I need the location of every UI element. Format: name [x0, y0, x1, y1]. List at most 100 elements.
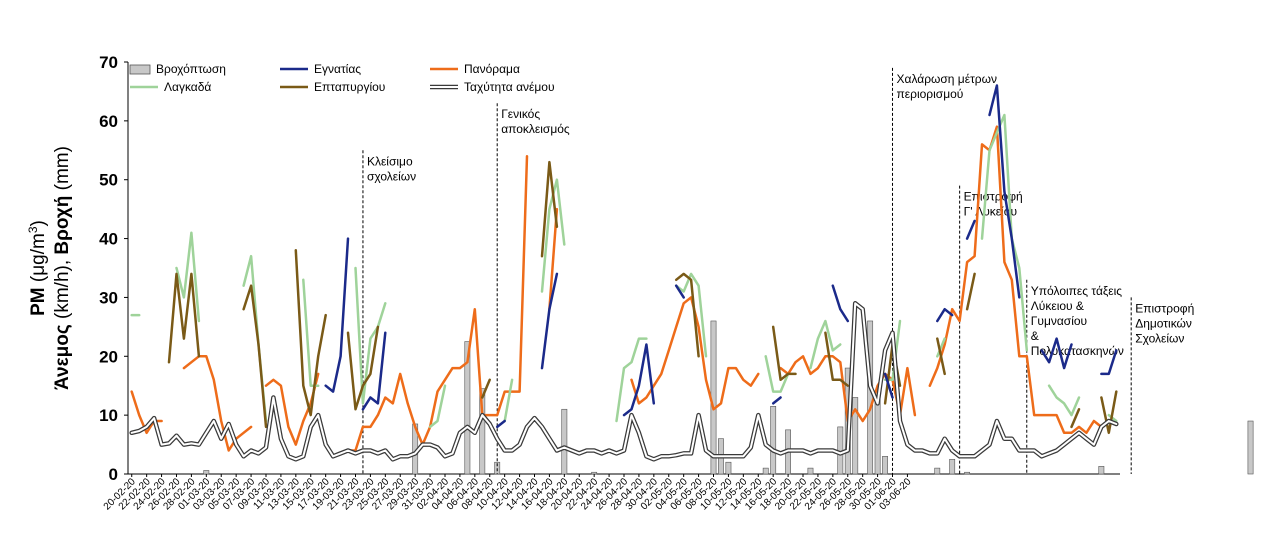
- series-lagkada: [130, 113, 1118, 429]
- legend: Βροχόπτωση Εγνατίας Πανόραμα Λαγκαδά Επταπυρ…: [129, 62, 555, 94]
- annotation-text: Δημοτικών: [1135, 316, 1192, 330]
- annotation-text: Επιστροφή: [1135, 301, 1194, 315]
- series-line-panorama: [182, 355, 253, 452]
- y-label-rain-unit: (mm): [52, 146, 73, 196]
- series-line-lagkada: [428, 384, 447, 429]
- series-line-lagkada: [809, 319, 842, 370]
- series-line-eptapyrgiou: [674, 272, 700, 358]
- series-line-egnatias: [883, 372, 894, 399]
- legend-item: Λαγκαδά: [130, 80, 211, 94]
- series-wind: [129, 301, 1119, 462]
- y-tick-label: 50: [99, 171, 118, 190]
- rain-bar: [762, 467, 769, 475]
- annotation-text: περιορισμού: [897, 87, 964, 101]
- legend-item: Πανόραμα: [430, 62, 520, 76]
- series-line-lagkada: [503, 378, 514, 423]
- rain-bar: [203, 470, 210, 475]
- series-egnatias: [324, 84, 1118, 429]
- legend-swatch-rain: [129, 64, 151, 75]
- y-label-sup: 3: [26, 226, 40, 233]
- series-panorama: [130, 125, 1103, 452]
- annotation-text: Επιστροφή: [964, 190, 1023, 204]
- series-line-egnatias: [540, 272, 559, 370]
- series-line-lagkada: [764, 355, 790, 393]
- rain-bar: [591, 471, 598, 475]
- series-line-egnatias: [495, 419, 506, 429]
- annotation-text: Σχολείων: [1135, 331, 1184, 345]
- legend-item: Επταπυργίου: [280, 80, 385, 94]
- series-line-eptapyrgiou: [1070, 408, 1081, 429]
- series-line-egnatias: [622, 343, 656, 417]
- y-label-line-1: PM (μg/m3): [26, 220, 49, 316]
- series-line-eptapyrgiou: [481, 378, 491, 399]
- legend-label: Ταχύτητα ανέμου: [464, 80, 555, 94]
- legend-label: Λαγκαδά: [164, 80, 211, 94]
- series-line-lagkada: [175, 231, 201, 323]
- y-tick-label: 70: [99, 53, 118, 72]
- series-line-egnatias: [831, 284, 850, 323]
- series-line-lagkada: [980, 113, 1029, 352]
- series-line-lagkada: [936, 337, 946, 358]
- series-line-eptapyrgiou: [242, 284, 268, 429]
- legend-item: Εγνατίας: [280, 62, 361, 76]
- rain-bar: [561, 408, 568, 475]
- legend-label: Πανόραμα: [464, 62, 520, 76]
- series-line-eptapyrgiou: [540, 160, 559, 258]
- rain-bar: [807, 467, 814, 475]
- series-lines: [129, 84, 1119, 462]
- annotation-text: Χαλάρωση μέτρων: [897, 72, 998, 86]
- series-line-eptapyrgiou: [294, 249, 327, 417]
- series-line-egnatias: [965, 219, 976, 240]
- rain-bar: [770, 406, 777, 475]
- series-line-eptapyrgiou: [936, 337, 946, 376]
- annotation-text: &: [1031, 329, 1039, 343]
- rain-bar: [874, 397, 881, 475]
- legend-item: Βροχόπτωση: [129, 62, 226, 76]
- series-line-lagkada: [674, 272, 708, 358]
- y-tick-label: 10: [99, 406, 118, 425]
- rain-bar: [934, 467, 941, 475]
- series-line-lagkada: [1047, 384, 1081, 417]
- y-tick-label: 30: [99, 288, 118, 307]
- series-line-panorama: [346, 154, 529, 452]
- y-tick-labels: 0 10 20 30 40 50 60 70: [99, 53, 128, 484]
- y-label-wind: Άνεμος: [52, 324, 73, 390]
- series-line-eptapyrgiou: [346, 325, 380, 411]
- series-line-egnatias: [988, 84, 1021, 299]
- series-line-eptapyrgiou: [167, 272, 201, 364]
- rain-bar: [852, 397, 859, 475]
- annotation-text: Υπόλοιπες τάξεις: [1031, 284, 1123, 298]
- series-line-eptapyrgiou: [965, 272, 976, 311]
- rain-bar: [882, 456, 888, 475]
- wind-line-inner: [130, 302, 1118, 461]
- series-line-egnatias: [674, 284, 685, 299]
- series-line-eptapyrgiou: [1100, 390, 1118, 435]
- annotation-text: αποκλεισμός: [501, 122, 570, 136]
- rain-bar: [1098, 466, 1105, 475]
- y-axis-label: PM (μg/m3)Άνεμος (km/h), Βροχή (mm): [26, 146, 73, 390]
- annotation-text: Λύκειου &: [1031, 299, 1084, 313]
- x-tick-labels: 20-02-2022-02-2024-02-2026-02-2028-02-20…: [102, 474, 914, 512]
- annotation-text: σχολείων: [367, 169, 416, 183]
- y-label-wind-unit: (km/h),: [52, 255, 73, 325]
- rain-bar: [725, 461, 732, 475]
- annotation-text: Γυμνασίου: [1031, 314, 1087, 328]
- rain-bar: [479, 388, 486, 475]
- legend-item: Ταχύτητα ανέμου: [430, 80, 555, 94]
- series-line-egnatias: [1040, 337, 1073, 370]
- y-label-line-2: Άνεμος (km/h), Βροχή (mm): [52, 146, 73, 390]
- annotation-text: Κλείσιμο: [367, 154, 413, 168]
- y-label-rain: Βροχή: [52, 196, 73, 255]
- rain-bar: [464, 341, 471, 475]
- series-line-egnatias: [771, 396, 782, 405]
- rain-bar: [964, 471, 971, 475]
- annotation-text: Γενικός: [501, 107, 540, 121]
- series-line-lagkada: [615, 337, 648, 423]
- series-line-egnatias: [936, 307, 954, 323]
- rain-bar: [949, 458, 956, 475]
- y-label-pm: PM: [28, 287, 49, 316]
- series-line-egnatias: [1100, 349, 1118, 376]
- series-line-egnatias: [324, 237, 350, 393]
